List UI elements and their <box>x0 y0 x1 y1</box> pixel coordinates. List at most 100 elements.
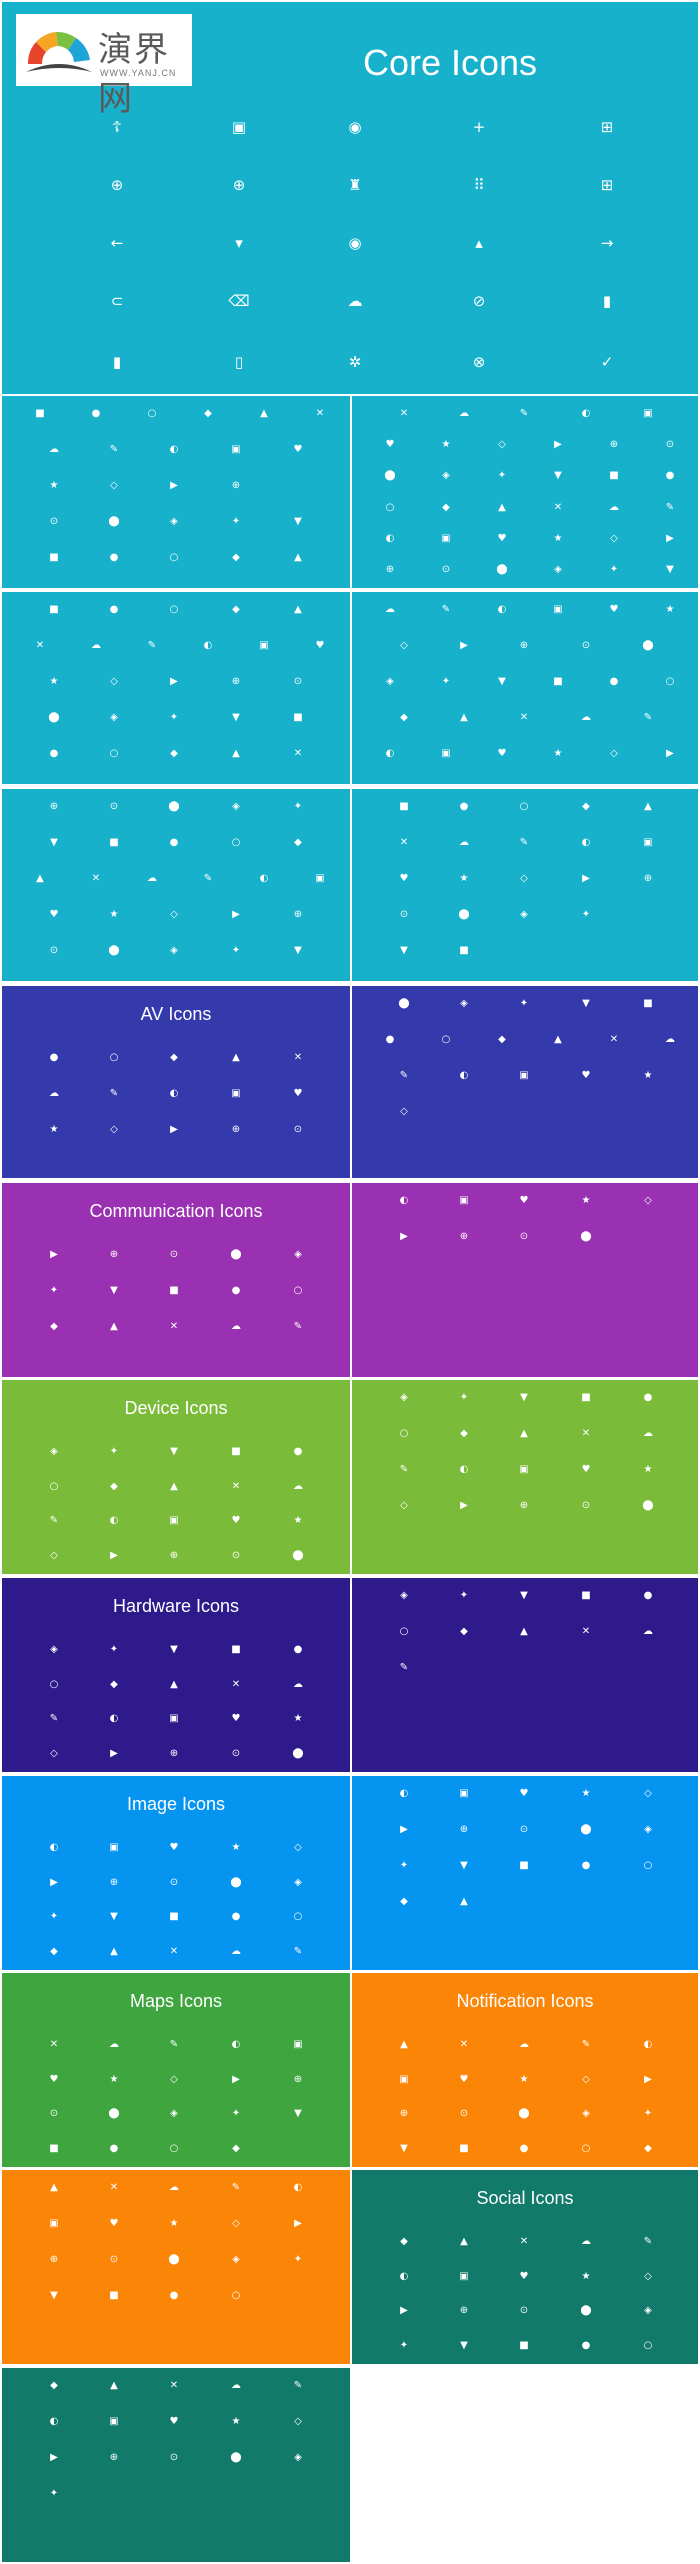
material-icon: ✦ <box>497 470 507 482</box>
material-icon: ⬤ <box>168 801 180 812</box>
material-icon: ⬤ <box>230 1249 242 1260</box>
material-icon: ◐ <box>385 532 395 544</box>
material-icon: ✎ <box>203 873 213 884</box>
android-icon: ♜ <box>348 176 362 194</box>
accessibility-icon: ☦ <box>112 118 122 136</box>
material-icon: ▣ <box>293 2039 303 2050</box>
material-icon: ◆ <box>460 1626 468 1637</box>
material-icon: ✕ <box>49 2039 59 2050</box>
material-icon: ○ <box>399 1428 409 1439</box>
material-icon: ▣ <box>231 1088 241 1099</box>
material-icon: ✕ <box>519 712 529 723</box>
material-icon: ♥ <box>609 604 619 615</box>
material-icon: ● <box>109 604 119 615</box>
material-icon: ♥ <box>459 2073 469 2085</box>
material-icon: ★ <box>581 2270 591 2282</box>
material-icon: ◆ <box>294 837 302 848</box>
material-icon: ◆ <box>110 1678 118 1690</box>
material-icon: ◈ <box>442 470 450 482</box>
material-icon: ✕ <box>231 1678 241 1690</box>
material-icon: ◆ <box>400 712 408 723</box>
material-icon: ★ <box>665 604 675 615</box>
material-icon: ✕ <box>315 408 325 419</box>
material-icon: ▣ <box>259 640 269 651</box>
material-icon: ◐ <box>459 1070 469 1081</box>
material-icon: ▣ <box>169 1713 179 1725</box>
material-icon: ● <box>519 2143 529 2154</box>
material-icon: ⊕ <box>169 1748 179 1759</box>
medical-box-icon: ⊞ <box>600 176 614 194</box>
material-icon: ☁ <box>231 1321 241 1332</box>
material-icon: ☁ <box>147 873 157 884</box>
material-icon: ◆ <box>170 1052 178 1063</box>
material-icon: ● <box>293 1446 303 1457</box>
material-icon: ○ <box>441 1034 451 1045</box>
material-icon: ▲ <box>460 2236 468 2247</box>
material-icon: ◇ <box>110 676 118 687</box>
material-icon: ◈ <box>460 998 468 1009</box>
notification-panel: Notification Icons ▲ ✕ ☁ ✎ ◐ ▣ ♥ ★ ◇ ▶ ⊕ ⊙ ⬤ ◈ ✦ ▼ ■ ● ○ ◆ <box>352 1973 698 2167</box>
material-icon: ◇ <box>294 1842 302 1853</box>
material-icon: ■ <box>231 1446 241 1457</box>
material-icon: ▲ <box>170 1480 178 1492</box>
material-icon: ◇ <box>170 909 178 920</box>
material-icon: ▲ <box>50 2182 58 2193</box>
material-icon: ✦ <box>49 1911 59 1923</box>
panel-title: Communication Icons <box>89 1201 263 1221</box>
material-icon: ⊕ <box>293 2073 303 2085</box>
material-icon: ▣ <box>643 408 653 419</box>
material-icon: ● <box>609 676 619 687</box>
backspace-icon: ⌫ <box>228 292 250 310</box>
material-icon: ⊕ <box>459 2305 469 2317</box>
material-icon: ◈ <box>50 1446 58 1457</box>
material-icon: ✦ <box>49 1285 59 1296</box>
material-icon: ▲ <box>110 1946 118 1957</box>
material-icon: ◈ <box>170 945 178 956</box>
material-icon: ★ <box>441 439 451 451</box>
panel-title: Social Icons <box>476 2188 574 2208</box>
material-icon: ✎ <box>643 712 653 723</box>
cancel-icon: ⊗ <box>472 353 486 371</box>
material-icon: ✕ <box>293 1052 303 1063</box>
material-icon: ■ <box>459 945 469 956</box>
material-icon: ☁ <box>581 712 591 723</box>
material-icon: ★ <box>293 1515 303 1527</box>
material-icon: ◆ <box>110 1480 118 1492</box>
material-icon: ▼ <box>520 1392 528 1403</box>
material-icon: ◐ <box>399 1195 409 1206</box>
material-icon: ✦ <box>441 676 451 687</box>
material-icon: ○ <box>231 2290 241 2301</box>
material-icon: ✎ <box>49 1713 59 1725</box>
material-icon: ■ <box>581 1590 591 1601</box>
material-icon: ♥ <box>497 532 507 544</box>
material-icon: ⊕ <box>49 801 59 812</box>
material-icon: ◆ <box>204 408 212 419</box>
material-icon: ▶ <box>50 2452 58 2463</box>
material-icon: ▣ <box>315 873 325 884</box>
material-icon: ✕ <box>109 2182 119 2193</box>
material-icon: ■ <box>609 470 619 482</box>
material-icon: ☁ <box>459 837 469 848</box>
material-icon: ◇ <box>400 1500 408 1511</box>
material-icon: ☁ <box>459 408 469 419</box>
material-icon: ● <box>643 1590 653 1601</box>
material-icon: ▼ <box>50 2290 58 2301</box>
material-icon: ▶ <box>644 2073 652 2085</box>
av-panel: AV Icons ● ○ ◆ ▲ ✕ ☁ ✎ ◐ ▣ ♥ ★ ◇ ▶ ⊕ ⊙ <box>2 986 350 1178</box>
material-icon: ▲ <box>110 1321 118 1332</box>
material-icon: ● <box>109 552 119 563</box>
material-icon: ♥ <box>49 2073 59 2085</box>
material-icon: ◈ <box>50 1644 58 1655</box>
material-icon: ✎ <box>665 501 675 513</box>
material-icon: ✦ <box>519 998 529 1009</box>
material-icon: ◈ <box>294 2452 302 2463</box>
material-icon: ◇ <box>400 640 408 651</box>
material-icon: ⊙ <box>519 2305 529 2317</box>
material-icon: ✎ <box>147 640 157 651</box>
material-icon: ○ <box>49 1678 59 1690</box>
material-icon: ✕ <box>399 837 409 848</box>
material-icon: ○ <box>643 2340 653 2351</box>
material-icon: ☁ <box>231 2380 241 2391</box>
material-icon: ▶ <box>666 532 674 544</box>
material-icon: ☁ <box>609 501 619 513</box>
